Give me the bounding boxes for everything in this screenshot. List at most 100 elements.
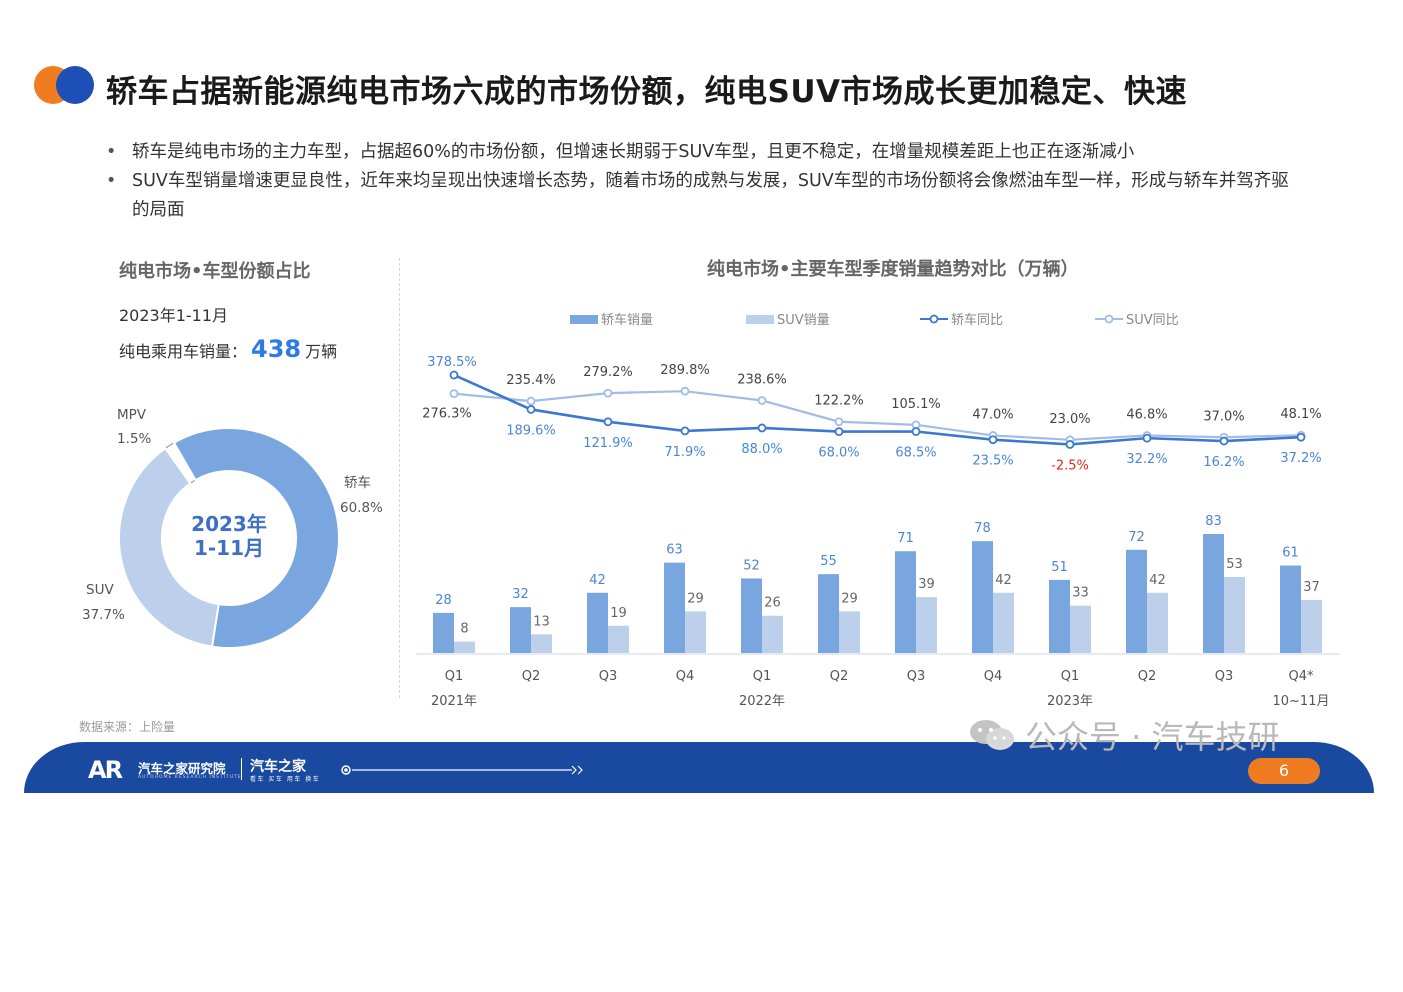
pie-value-mpv: 1.5% — [117, 431, 151, 447]
donut-center-months: 1-11月 — [193, 536, 265, 560]
legend-label-2: 轿车同比 — [951, 312, 1003, 328]
line-suv-yoy-marker — [680, 386, 690, 396]
bar-suv — [762, 615, 783, 653]
total-sales: 纯电乘用车销量： 438 万辆 — [119, 335, 337, 363]
bar-label-suv: 8 — [460, 622, 468, 637]
line-label-sedan: 71.9% — [664, 445, 705, 460]
bullet-item: 轿车是纯电市场的主力车型，占据超60%的市场份额，但增速长期弱于SUV车型，且更… — [106, 138, 1306, 167]
charts-svg: 轿车 60.8% SUV 37.7% MPV 1.5% 轿车销量 SUV销量 轿车同比 SUV同比… — [82, 312, 1340, 709]
bar-label-suv: 37 — [1303, 580, 1320, 595]
bar-label-sedan: 28 — [435, 593, 452, 608]
line-sedan-yoy-marker — [1296, 432, 1306, 442]
bar-suv — [1301, 599, 1322, 653]
legend-swatch-0 — [570, 315, 598, 324]
legend-marker-2 — [929, 314, 939, 324]
line-label-sedan: 37.2% — [1280, 451, 1321, 466]
bar-label-sedan: 42 — [589, 573, 606, 588]
footer-bar: AR 汽车之家研究院 AUTOHOME RESEARCH INSTITUTE 汽… — [24, 742, 1374, 793]
line-sedan-yoy-marker — [1142, 433, 1152, 443]
line-suv-yoy-marker — [834, 417, 844, 427]
bar-label-suv: 29 — [841, 591, 858, 606]
pie-label-suv: SUV — [86, 582, 114, 598]
x-year-label: 10~11月 — [1273, 694, 1330, 709]
line-label-suv: 105.1% — [891, 397, 941, 412]
bar-label-sedan: 32 — [512, 587, 529, 602]
data-source: 数据来源：上险量 — [79, 720, 176, 734]
line-label-suv: 276.3% — [422, 407, 472, 422]
legend-marker-3 — [1104, 314, 1114, 324]
x-tick-label: Q1 — [445, 669, 464, 684]
bullet-item: SUV车型销量增速更显良性，近年来均呈现出快速增长态势，随着市场的成熟与发展，S… — [106, 167, 1306, 225]
x-year-label: 2023年 — [1047, 694, 1093, 709]
pie-value-suv: 37.7% — [82, 607, 125, 623]
total-unit: 万辆 — [305, 342, 338, 361]
bar-label-sedan: 63 — [666, 543, 683, 558]
bar-sedan — [818, 574, 839, 653]
line-suv-yoy-marker — [603, 388, 613, 398]
x-year-label: 2022年 — [739, 694, 785, 709]
pie-value-sedan: 60.8% — [340, 500, 383, 516]
brand-name: 汽车之家 — [250, 759, 306, 775]
line-label-sedan: -2.5% — [1051, 458, 1089, 473]
x-tick-label: Q3 — [1215, 669, 1234, 684]
bar-label-sedan: 61 — [1282, 546, 1299, 561]
line-label-sedan: 378.5% — [427, 355, 477, 370]
pie-slice-sedan — [172, 427, 340, 649]
page-number: 6 — [1248, 758, 1320, 784]
bar-label-sedan: 52 — [743, 558, 760, 573]
bar-label-sedan: 78 — [974, 521, 991, 536]
line-label-suv: 235.4% — [506, 373, 556, 388]
line-sedan-yoy-marker — [834, 427, 844, 437]
bar-suv — [531, 634, 552, 653]
legend-label-1: SUV销量 — [777, 313, 830, 328]
bar-suv — [993, 592, 1014, 653]
line-label-suv: 37.0% — [1203, 409, 1244, 424]
legend-swatch-1 — [746, 315, 774, 324]
bar-sedan — [895, 551, 916, 653]
bar-sedan — [664, 562, 685, 653]
x-tick-label: Q3 — [599, 669, 618, 684]
logo: AR — [88, 756, 123, 784]
line-label-sedan: 23.5% — [972, 454, 1013, 469]
x-tick-label: Q2 — [1138, 669, 1157, 684]
bar-sedan — [1280, 565, 1301, 653]
slide: 轿车占据新能源纯电市场六成的市场份额，纯电SUV市场成长更加稳定、快速 轿车是纯… — [24, 40, 1374, 793]
wechat-icon — [970, 720, 1014, 750]
bar-suv — [454, 641, 475, 653]
brand-subtitle: 看车 买车 用车 换车 — [250, 776, 321, 783]
bar-label-suv: 26 — [764, 596, 781, 611]
bar-label-suv: 29 — [687, 591, 704, 606]
line-label-suv: 23.0% — [1049, 412, 1090, 427]
pie-label-mpv: MPV — [117, 407, 147, 423]
bar-sedan — [433, 612, 454, 653]
line-sedan-yoy-marker — [988, 435, 998, 445]
line-label-sedan: 68.0% — [818, 446, 859, 461]
line-suv-yoy — [453, 390, 1302, 441]
x-tick-label: Q4 — [984, 669, 1003, 684]
donut-center-year: 2023年 — [191, 512, 267, 536]
footer-separator — [241, 758, 242, 780]
pie-label-sedan: 轿车 — [344, 474, 371, 491]
bar-sedan — [1049, 579, 1070, 653]
line-label-sedan: 121.9% — [583, 436, 633, 451]
line-label-suv: 46.8% — [1126, 407, 1167, 422]
bar-label-suv: 42 — [995, 573, 1012, 588]
bar-sedan — [741, 578, 762, 653]
x-tick-label: Q1 — [1061, 669, 1080, 684]
org-subtitle: AUTOHOME RESEARCH INSTITUTE — [138, 775, 242, 780]
bar-label-suv: 42 — [1149, 573, 1166, 588]
x-tick-label: Q1 — [753, 669, 772, 684]
line-sedan-yoy-marker — [911, 427, 921, 436]
line-label-sedan: 32.2% — [1126, 452, 1167, 467]
watermark-text: 公众号 · 汽车技研 — [1025, 718, 1280, 756]
line-sedan-yoy-marker — [449, 370, 459, 380]
total-prefix: 纯电乘用车销量： — [119, 342, 248, 361]
bar-section-title: 纯电市场•主要车型季度销量趋势对比（万辆） — [707, 259, 1079, 280]
bar-label-suv: 39 — [918, 577, 935, 592]
bar-label-sedan: 55 — [820, 554, 837, 569]
line-sedan-yoy-marker — [1219, 436, 1229, 446]
blue-dot-icon — [56, 66, 94, 104]
bar-label-suv: 19 — [610, 606, 627, 621]
bar-label-sedan: 71 — [897, 531, 914, 546]
line-label-suv: 47.0% — [972, 407, 1013, 422]
